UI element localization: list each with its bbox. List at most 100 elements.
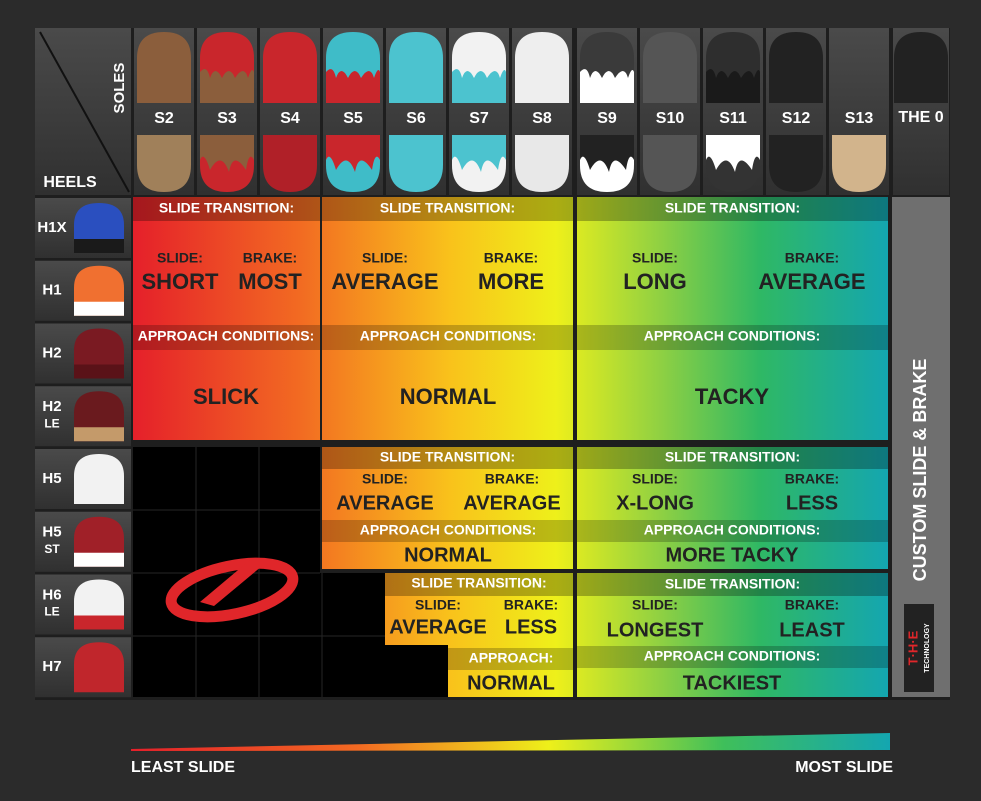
zone-header-band xyxy=(133,197,320,221)
zone-fill xyxy=(322,197,573,440)
zone-fill xyxy=(448,645,573,697)
sole-label: S9 xyxy=(597,110,617,127)
sole-label: S8 xyxy=(532,110,552,127)
heel-band xyxy=(74,552,124,567)
brake-value: AVERAGE xyxy=(758,269,865,294)
zone-fill xyxy=(577,573,888,697)
logo-word: TECHNOLOGY xyxy=(924,623,931,673)
zone-header-band xyxy=(577,325,888,350)
sole-label: THE 0 xyxy=(898,109,943,126)
heel-band xyxy=(74,364,124,379)
sole-image xyxy=(515,32,569,103)
slide-value: SHORT xyxy=(142,269,220,294)
brake-value: MOST xyxy=(238,269,302,294)
brake-label: BRAKE: xyxy=(785,250,839,266)
heel-image xyxy=(74,454,124,504)
slide-scale xyxy=(131,733,890,751)
sole-image xyxy=(643,32,697,103)
side-label: CUSTOM SLIDE & BRAKE xyxy=(910,359,930,582)
heel-image xyxy=(515,135,569,192)
heel-image xyxy=(389,135,443,192)
heel-sublabel: LE xyxy=(44,605,59,619)
brand-logo xyxy=(165,557,299,623)
zone-header: SLIDE TRANSITION: xyxy=(665,576,800,592)
heel-image xyxy=(137,135,191,192)
heel-image xyxy=(769,135,823,192)
zone-header-band xyxy=(577,573,888,596)
heel-image xyxy=(74,642,124,693)
zone-header-band xyxy=(322,197,573,221)
corner-diagonal xyxy=(39,31,130,193)
logo-badge xyxy=(904,604,934,692)
sole-label: S12 xyxy=(782,110,811,127)
approach-header: APPROACH CONDITIONS: xyxy=(644,328,821,344)
scale-left: LEAST SLIDE xyxy=(131,759,235,776)
approach-header: APPROACH CONDITIONS: xyxy=(360,328,537,344)
sole-label: S6 xyxy=(406,110,426,127)
brake-value: LEAST xyxy=(779,619,845,641)
heel-label: H2 xyxy=(42,398,61,415)
slide-value: LONGEST xyxy=(607,619,704,641)
approach-header: APPROACH CONDITIONS: xyxy=(644,648,821,664)
approach-header: APPROACH CONDITIONS: xyxy=(360,522,537,538)
brake-value: AVERAGE xyxy=(463,492,560,514)
slide-label: SLIDE: xyxy=(632,250,678,266)
zone-fill xyxy=(577,447,888,569)
zone-header-band xyxy=(577,447,888,469)
heel-band xyxy=(74,427,124,442)
sole-label: S3 xyxy=(217,110,237,127)
brake-label: BRAKE: xyxy=(243,250,297,266)
slide-value: LONG xyxy=(623,269,687,294)
zone-header-band xyxy=(322,447,573,469)
approach-header: APPROACH CONDITIONS: xyxy=(644,522,821,538)
brake-label: BRAKE: xyxy=(504,597,558,613)
sole-image xyxy=(769,32,823,103)
heel-label: H7 xyxy=(42,658,61,675)
brake-value: LESS xyxy=(786,492,838,514)
zone-header-band xyxy=(577,646,888,668)
slide-label: SLIDE: xyxy=(362,250,408,266)
heel-label: H1X xyxy=(37,219,66,236)
brake-value: LESS xyxy=(505,616,557,638)
approach-value: NORMAL xyxy=(404,544,492,566)
brake-label: BRAKE: xyxy=(484,250,538,266)
zone-header: SLIDE TRANSITION: xyxy=(411,575,546,591)
zone-fill xyxy=(385,573,573,645)
zone-header-band xyxy=(322,325,573,350)
slide-label: SLIDE: xyxy=(632,597,678,613)
sole-pattern xyxy=(326,69,380,103)
zone-fill xyxy=(322,447,573,569)
approach-value: NORMAL xyxy=(400,384,497,409)
zone-header: SLIDE TRANSITION: xyxy=(159,200,294,216)
sole-label: S2 xyxy=(154,110,174,127)
sole-label: S7 xyxy=(469,110,489,127)
sole-pattern xyxy=(200,69,254,103)
soles-label: SOLES xyxy=(111,63,128,114)
approach-value: TACKY xyxy=(695,384,769,409)
heel-image xyxy=(263,135,317,192)
slide-label: SLIDE: xyxy=(415,597,461,613)
zone-header-band xyxy=(577,197,888,221)
slide-value: X-LONG xyxy=(616,492,694,514)
zone-header: SLIDE TRANSITION: xyxy=(665,449,800,465)
logo-mark: T·H·E xyxy=(905,630,920,665)
zone-header-band xyxy=(322,520,573,542)
heel-pattern xyxy=(326,135,380,172)
scale-right: MOST SLIDE xyxy=(795,759,893,776)
heel-label: H5 xyxy=(42,470,61,487)
zone-header: SLIDE TRANSITION: xyxy=(665,200,800,216)
sole-label: S13 xyxy=(845,110,874,127)
heel-pattern xyxy=(706,135,760,172)
heel-band xyxy=(74,301,124,316)
slide-label: SLIDE: xyxy=(632,471,678,487)
logo-area xyxy=(385,645,448,697)
slide-value: AVERAGE xyxy=(336,492,433,514)
sole-label: S11 xyxy=(719,110,747,127)
slide-label: SLIDE: xyxy=(157,250,203,266)
brake-value: MORE xyxy=(478,269,544,294)
zone-header: SLIDE TRANSITION: xyxy=(380,200,515,216)
heel-band xyxy=(74,239,124,253)
slide-value: AVERAGE xyxy=(331,269,438,294)
zone-header-band xyxy=(133,325,320,350)
